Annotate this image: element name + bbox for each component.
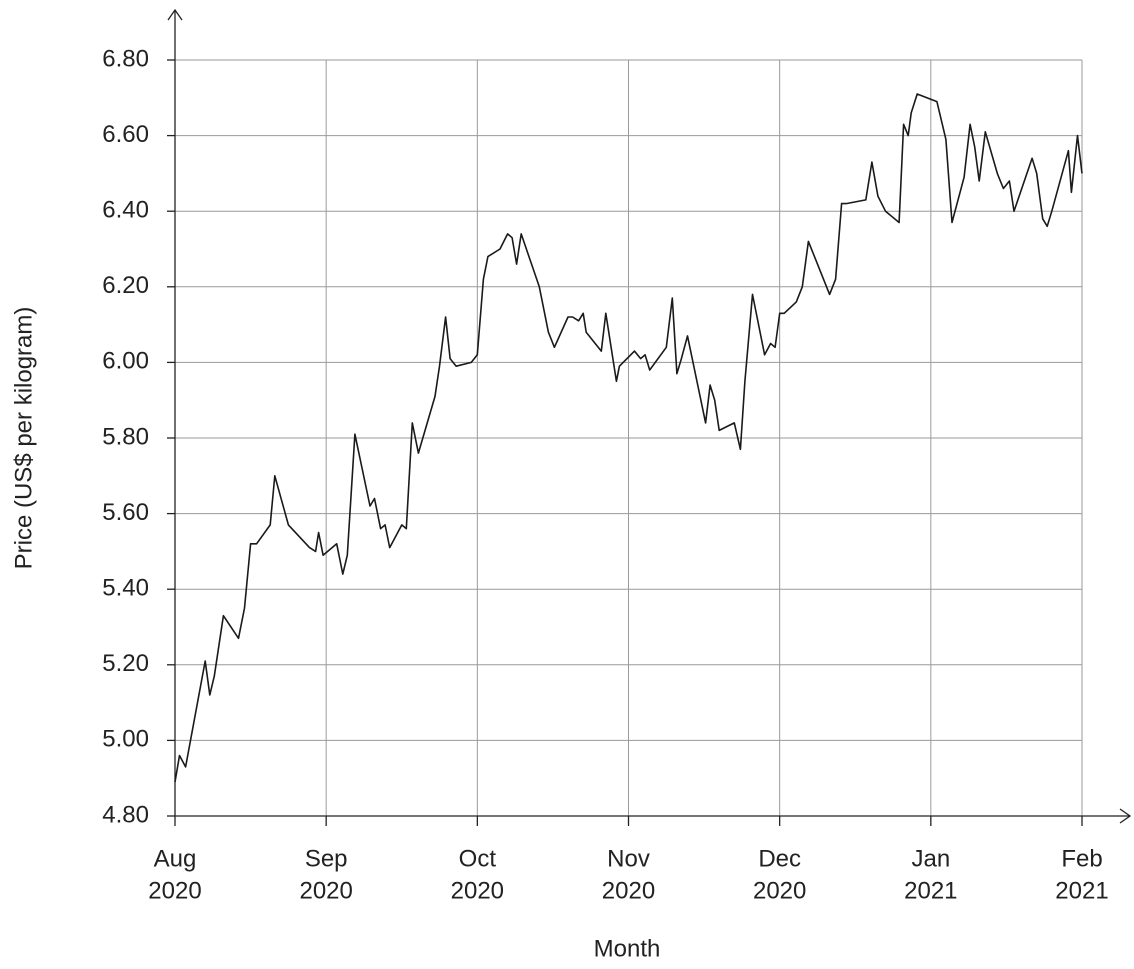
- x-tick-label: Sep: [305, 845, 348, 872]
- y-tick-label: 4.80: [102, 801, 149, 828]
- x-axis-arrow: [1119, 808, 1132, 824]
- y-axis-label: Price (US$ per kilogram): [10, 307, 37, 570]
- x-tick-label: Feb: [1061, 845, 1102, 872]
- x-tick-label: 2020: [148, 877, 201, 904]
- y-tick-label: 6.60: [102, 121, 149, 148]
- x-tick-label: Oct: [459, 845, 497, 872]
- y-tick-label: 5.60: [102, 499, 149, 526]
- y-tick-label: 5.40: [102, 575, 149, 602]
- y-tick-label: 6.20: [102, 272, 149, 299]
- x-tick-label: Aug: [154, 845, 197, 872]
- y-tick-label: 6.40: [102, 197, 149, 224]
- x-tick-label: 2020: [451, 877, 504, 904]
- y-tick-label: 5.80: [102, 423, 149, 450]
- y-tick-label: 5.00: [102, 726, 149, 753]
- y-tick-label: 6.80: [102, 45, 149, 72]
- x-tick-label: 2021: [904, 877, 957, 904]
- x-tick-label: 2020: [299, 877, 352, 904]
- y-tick-label: 6.00: [102, 348, 149, 375]
- x-tick-label: Nov: [607, 845, 650, 872]
- y-tick-label: 5.20: [102, 650, 149, 677]
- x-tick-label: Dec: [758, 845, 801, 872]
- x-axis-label: Month: [594, 935, 661, 962]
- x-tick-label: 2020: [753, 877, 806, 904]
- x-tick-label: Jan: [911, 845, 950, 872]
- price-line: [174, 93, 1083, 783]
- x-tick-label: 2021: [1055, 877, 1108, 904]
- y-axis-arrow: [167, 8, 183, 21]
- x-tick-label: 2020: [602, 877, 655, 904]
